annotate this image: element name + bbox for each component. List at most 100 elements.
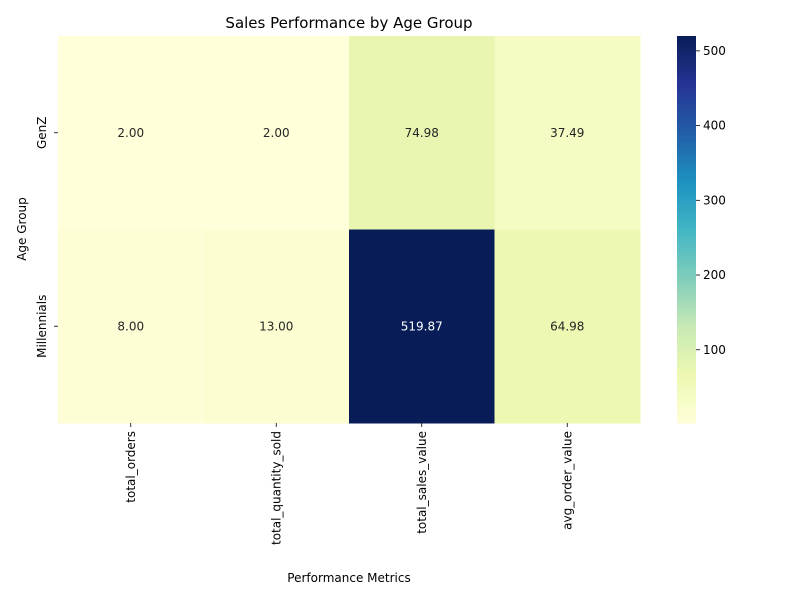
colorbar-segment <box>677 165 696 169</box>
colorbar-segment <box>677 223 696 227</box>
colorbar-segment <box>677 116 696 121</box>
colorbar: 100 200 300 400 500 <box>677 36 726 424</box>
colorbar-segment <box>677 358 696 363</box>
y-axis-ticks: GenZ Millennials <box>35 116 58 358</box>
cell-value-label: 2.00 <box>263 126 290 140</box>
y-axis-label: Age Group <box>15 197 29 261</box>
colorbar-segment <box>677 274 696 279</box>
colorbar-segment <box>677 294 696 298</box>
colorbar-segment <box>677 229 696 234</box>
colorbar-segment <box>677 368 696 372</box>
colorbar-segment <box>677 297 696 302</box>
colorbar-segment <box>677 319 696 324</box>
colorbar-segment <box>677 290 696 295</box>
colorbar-segment <box>677 410 696 414</box>
heatmap-cell-labels: 2.00 2.00 74.98 37.49 8.00 13.00 519.87 64.98 <box>117 126 584 334</box>
heatmap-cell <box>58 229 204 424</box>
colorbar-segment <box>677 284 696 289</box>
colorbar-segment <box>677 148 696 153</box>
colorbar-segment <box>677 377 696 382</box>
colorbar-segment <box>677 255 696 260</box>
x-axis-label: Performance Metrics <box>287 571 410 585</box>
colorbar-segment <box>677 381 696 385</box>
colorbar-segment <box>677 77 696 82</box>
colorbar-segment <box>677 135 696 140</box>
colorbar-segment <box>677 326 696 331</box>
colorbar-segment <box>677 235 696 240</box>
colorbar-segment <box>677 403 696 408</box>
colorbar-segment <box>677 219 696 224</box>
colorbar-segment <box>677 406 696 411</box>
colorbar-segment <box>677 74 696 79</box>
colorbar-segment <box>677 200 696 205</box>
colorbar-segment <box>677 390 696 395</box>
colorbar-segment <box>677 94 696 98</box>
colorbar-segment <box>677 197 696 202</box>
colorbar-segment <box>677 393 696 398</box>
colorbar-segment <box>677 206 696 211</box>
colorbar-segment <box>677 384 696 389</box>
colorbar-segment <box>677 36 696 40</box>
colorbar-segment <box>677 58 696 63</box>
colorbar-segment <box>677 332 696 337</box>
colorbar-segment <box>677 329 696 334</box>
colorbar-segment <box>677 210 696 214</box>
heatmap-cell <box>349 229 495 424</box>
colorbar-segment <box>677 345 696 350</box>
colorbar-segment <box>677 119 696 124</box>
cell-value-label: 2.00 <box>117 126 144 140</box>
colorbar-segment <box>677 52 696 56</box>
colorbar-segment <box>677 348 696 353</box>
colorbar-segment <box>677 239 696 243</box>
heatmap-cells <box>58 36 641 424</box>
colorbar-segment <box>677 126 696 131</box>
colorbar-segment <box>677 68 696 73</box>
colorbar-segment <box>677 142 696 147</box>
heatmap-cell <box>494 229 641 424</box>
colorbar-tick-label: 400 <box>703 119 726 133</box>
colorbar-segment <box>677 129 696 134</box>
heatmap-cell <box>203 229 350 424</box>
colorbar-segment <box>677 106 696 111</box>
colorbar-segment <box>677 203 696 208</box>
colorbar-segment <box>677 81 696 85</box>
colorbar-segment <box>677 271 696 276</box>
colorbar-segment <box>677 161 696 166</box>
colorbar-segment <box>677 355 696 360</box>
cell-value-label: 13.00 <box>259 319 293 333</box>
colorbar-segment <box>677 65 696 69</box>
cell-value-label: 64.98 <box>550 319 584 333</box>
colorbar-segment <box>677 110 696 114</box>
colorbar-segment <box>677 158 696 163</box>
colorbar-segment <box>677 313 696 318</box>
colorbar-segment <box>677 174 696 179</box>
colorbar-segment <box>677 268 696 273</box>
colorbar-segment <box>677 190 696 195</box>
colorbar-segment <box>677 303 696 308</box>
colorbar-segment <box>677 287 696 292</box>
y-tick-label: GenZ <box>35 116 49 149</box>
colorbar-segment <box>677 277 696 282</box>
colorbar-segment <box>677 139 696 144</box>
colorbar-segment <box>677 48 696 53</box>
colorbar-segment <box>677 97 696 102</box>
colorbar-segment <box>677 387 696 392</box>
colorbar-segment <box>677 252 696 256</box>
colorbar-segment <box>677 100 696 105</box>
colorbar-segment <box>677 187 696 192</box>
colorbar-segment <box>677 61 696 66</box>
colorbar-segment <box>677 132 696 137</box>
heatmap-cell <box>494 36 641 230</box>
colorbar-segment <box>677 123 696 127</box>
colorbar-segment <box>677 184 696 189</box>
colorbar-segment <box>677 213 696 218</box>
colorbar-segment <box>677 248 696 253</box>
colorbar-segment <box>677 364 696 369</box>
colorbar-segment <box>677 397 696 402</box>
colorbar-segment <box>677 181 696 185</box>
colorbar-segment <box>677 242 696 247</box>
colorbar-segment <box>677 264 696 269</box>
colorbar-segment <box>677 42 696 47</box>
colorbar-segment <box>677 245 696 250</box>
